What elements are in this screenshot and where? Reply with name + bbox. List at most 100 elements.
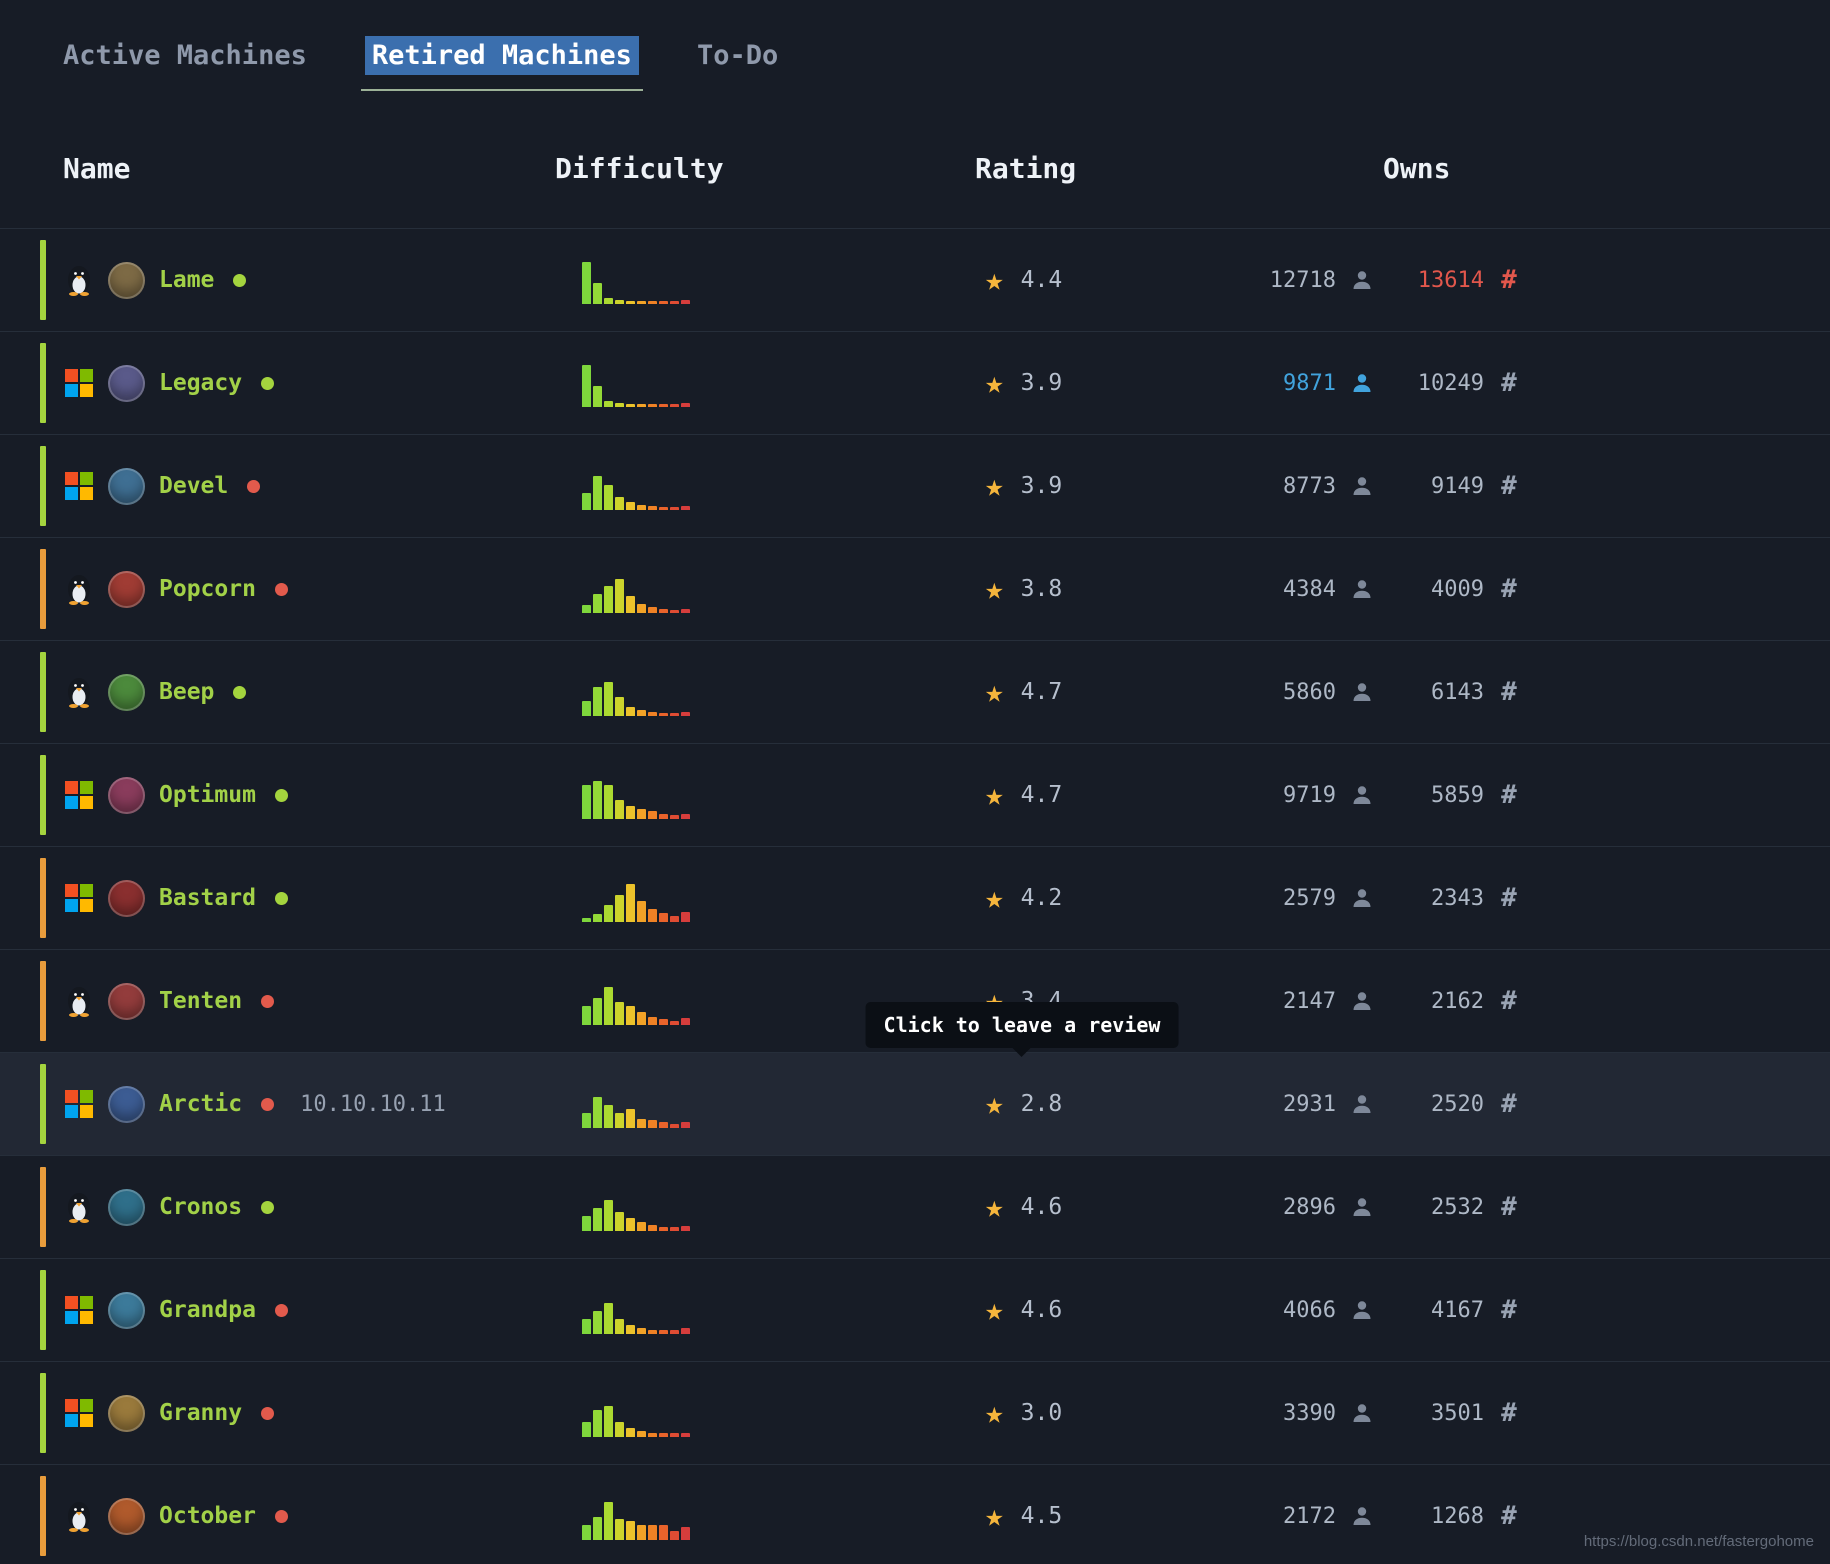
difficulty-bar [648, 301, 657, 304]
difficulty-tier-bar [40, 446, 46, 526]
star-icon[interactable]: ★ [985, 673, 1004, 710]
machine-avatar[interactable] [108, 570, 145, 608]
column-header-rating[interactable]: Rating [975, 152, 1077, 185]
user-owns-count: 5860 [1283, 679, 1336, 705]
rating-group[interactable]: ★ 4.6 [985, 1156, 1062, 1258]
difficulty-bar [604, 585, 613, 613]
star-icon[interactable]: ★ [985, 776, 1004, 813]
machine-avatar[interactable] [108, 1188, 145, 1226]
machine-name-link[interactable]: Beep [159, 679, 215, 705]
star-icon[interactable]: ★ [985, 1394, 1004, 1431]
difficulty-bar [615, 579, 624, 613]
star-icon[interactable]: ★ [985, 364, 1004, 401]
difficulty-bar [593, 283, 602, 304]
user-icon [1350, 1298, 1374, 1322]
machine-name-link[interactable]: Bastard [159, 885, 256, 911]
machine-name-link[interactable]: Tenten [159, 988, 243, 1014]
column-header-name[interactable]: Name [63, 152, 131, 185]
star-icon[interactable]: ★ [985, 570, 1004, 607]
rating-group[interactable]: ★ 2.8 [985, 1053, 1062, 1155]
machine-ip: 10.10.10.11 [300, 1091, 446, 1117]
difficulty-bar [637, 1221, 646, 1231]
difficulty-bar [670, 404, 679, 407]
machine-avatar[interactable] [108, 1394, 145, 1432]
rating-group[interactable]: ★ 3.9 [985, 435, 1062, 537]
difficulty-bar [593, 781, 602, 819]
machine-avatar[interactable] [108, 1497, 145, 1535]
machine-row[interactable]: Devel ★ 3.9 8773 9149 # [0, 434, 1830, 537]
rating-group[interactable]: ★ 4.7 [985, 641, 1062, 743]
status-dot [261, 1406, 275, 1420]
star-icon[interactable]: ★ [985, 1188, 1004, 1225]
difficulty-histogram [582, 462, 690, 510]
machine-avatar[interactable] [108, 673, 145, 711]
tab-active-machines[interactable]: Active Machines [63, 40, 307, 71]
column-header-difficulty[interactable]: Difficulty [555, 152, 724, 185]
difficulty-bar [648, 1329, 657, 1334]
tab-retired-machines[interactable]: Retired Machines [360, 36, 644, 91]
machine-name-link[interactable]: Cronos [159, 1194, 243, 1220]
machine-row[interactable]: Optimum ★ 4.7 9719 5859 # [0, 743, 1830, 846]
root-owns-count: 2162 [1431, 988, 1484, 1014]
difficulty-bar [637, 808, 646, 819]
machine-row[interactable]: October ★ 4.5 2172 1268 # [0, 1464, 1830, 1564]
difficulty-histogram [582, 256, 690, 304]
machine-avatar[interactable] [108, 776, 145, 814]
difficulty-bar [670, 1432, 679, 1437]
difficulty-histogram [582, 668, 690, 716]
difficulty-bar [582, 604, 591, 613]
difficulty-bar [626, 1006, 635, 1025]
machine-row[interactable]: Cronos ★ 4.6 2896 2532 # [0, 1155, 1830, 1258]
machine-name-link[interactable]: Granny [159, 1400, 243, 1426]
machine-row[interactable]: Popcorn ★ 3.8 4384 4009 # [0, 537, 1830, 640]
difficulty-bar [626, 706, 635, 716]
star-icon[interactable]: ★ [985, 879, 1004, 916]
rating-group[interactable]: ★ 4.7 [985, 744, 1062, 846]
rating-group[interactable]: ★ 3.9 [985, 332, 1062, 434]
machine-row[interactable]: Granny ★ 3.0 3390 3501 # [0, 1361, 1830, 1464]
difficulty-bar [615, 1422, 624, 1437]
machine-avatar[interactable] [108, 982, 145, 1020]
machine-row[interactable]: Beep ★ 4.7 5860 6143 # [0, 640, 1830, 743]
machine-avatar[interactable] [108, 879, 145, 917]
star-icon[interactable]: ★ [985, 467, 1004, 504]
machine-row[interactable]: Lame ★ 4.4 12718 13614 # [0, 228, 1830, 331]
user-icon [1350, 886, 1374, 910]
rating-value: 4.2 [1020, 885, 1063, 911]
machine-name-link[interactable]: Arctic [159, 1091, 243, 1117]
machine-row[interactable]: Arctic 10.10.10.11 ★ 2.8 2931 2520 # [0, 1052, 1830, 1155]
machine-avatar[interactable] [108, 261, 145, 299]
machine-row[interactable]: Grandpa ★ 4.6 4066 4167 # [0, 1258, 1830, 1361]
machine-name-link[interactable]: Optimum [159, 782, 256, 808]
machine-name-link[interactable]: Popcorn [159, 576, 256, 602]
difficulty-bar [670, 1329, 679, 1334]
star-icon[interactable]: ★ [985, 1085, 1004, 1122]
tab-todo[interactable]: To-Do [696, 40, 779, 71]
machine-row[interactable]: Bastard ★ 4.2 2579 2343 # [0, 846, 1830, 949]
machine-name-link[interactable]: October [159, 1503, 256, 1529]
machine-row[interactable]: Tenten ★ 3.4 2147 2162 # [0, 949, 1830, 1052]
column-header-owns[interactable]: Owns [1383, 152, 1451, 185]
rating-group[interactable]: ★ 4.6 [985, 1259, 1062, 1361]
machine-avatar[interactable] [108, 1085, 145, 1123]
rating-group[interactable]: ★ 3.8 [985, 538, 1062, 640]
machine-avatar[interactable] [108, 467, 145, 505]
root-owns-icon: # [1501, 986, 1517, 1016]
machine-row[interactable]: Legacy ★ 3.9 9871 10249 # [0, 331, 1830, 434]
machine-avatar[interactable] [108, 1291, 145, 1329]
rating-group[interactable]: ★ 4.5 [985, 1465, 1062, 1564]
rating-group[interactable]: ★ 4.2 [985, 847, 1062, 949]
star-icon[interactable]: ★ [985, 261, 1004, 298]
star-icon[interactable]: ★ [985, 1497, 1004, 1534]
star-icon[interactable]: ★ [985, 1291, 1004, 1328]
rating-group[interactable]: ★ 4.4 [985, 229, 1062, 331]
machine-name-link[interactable]: Legacy [159, 370, 243, 396]
machine-avatar[interactable] [108, 364, 145, 402]
machine-name-link[interactable]: Grandpa [159, 1297, 256, 1323]
rating-group[interactable]: ★ 3.0 [985, 1362, 1062, 1464]
rating-value: 2.8 [1020, 1091, 1063, 1117]
difficulty-bar [582, 1113, 591, 1128]
machine-name-link[interactable]: Devel [159, 473, 229, 499]
machine-name-link[interactable]: Lame [159, 267, 215, 293]
difficulty-bar [615, 1519, 624, 1540]
